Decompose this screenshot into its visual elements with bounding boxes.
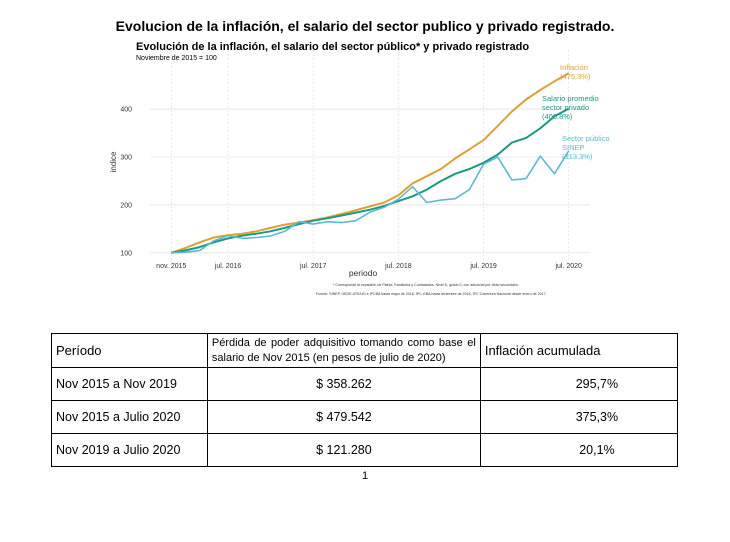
series-line-1 [170, 72, 570, 254]
x-axis-label: periodo [349, 268, 378, 278]
cell-inflacion: 295,7% [479, 367, 679, 401]
header-inflacion: Inflación acumulada [479, 333, 679, 368]
y-tick-label: 200 [120, 202, 132, 209]
y-tick-label: 400 [120, 107, 132, 114]
y-tick-label: 100 [120, 250, 132, 257]
figure-footnote: * Corresponde al escalafón de Planta Tra… [333, 283, 519, 287]
x-tick-label: nov. 2015 [156, 263, 186, 270]
y-axis-label: indice [109, 151, 118, 172]
series-line-2 [171, 107, 570, 254]
line-chart: 100 200 300 400 nov. 2015 jul. 2016 jul. 2017 j… [109, 50, 610, 296]
cell-periodo: Nov 2015 a Nov 2019 [51, 367, 208, 401]
series-label: Salario promedio [542, 94, 599, 103]
series-label: Sector público [562, 134, 610, 143]
cell-perdida: $ 479.542 [206, 400, 481, 434]
y-tick-label: 300 [120, 155, 132, 162]
table-row: Nov 2015 a Julio 2020 $ 479.542 375,3% [51, 400, 679, 434]
series-label: (475.3%) [560, 72, 591, 81]
x-tick-label: jul. 2016 [214, 263, 242, 270]
cell-inflacion: 375,3% [479, 400, 679, 434]
cell-periodo: Nov 2015 a Julio 2020 [51, 400, 208, 434]
purchasing-power-table: Período Pérdida de poder adquisitivo tom… [51, 333, 679, 467]
series-label: SINEP [562, 143, 585, 152]
table-row: Nov 2015 a Nov 2019 $ 358.262 295,7% [51, 367, 679, 401]
series-label: (313.3%) [562, 152, 593, 161]
x-tick-label: jul. 2019 [469, 263, 497, 270]
series-label: (400.8%) [542, 112, 573, 121]
cell-periodo: Nov 2019 a Julio 2020 [51, 433, 208, 467]
series-label: sector privado [542, 103, 589, 112]
x-tick-label: jul. 2018 [384, 263, 412, 270]
series-line-3 [171, 150, 570, 254]
table-header-row: Período Pérdida de poder adquisitivo tom… [51, 333, 679, 368]
figure-subtitle: Noviembre de 2015 = 100 [136, 55, 217, 62]
x-tick-label: jul. 2017 [299, 263, 327, 270]
page-number: 1 [361, 470, 369, 482]
x-tick-label: jul. 2020 [554, 263, 582, 270]
figure-title: Evolución de la inflación, el salario de… [136, 41, 530, 53]
cell-perdida: $ 358.262 [206, 367, 481, 401]
cell-perdida: $ 121.280 [206, 433, 481, 467]
document-title: Evolucion de la inflación, el salario de… [115, 18, 615, 34]
header-periodo: Período [51, 333, 208, 368]
figure-source: Fuente: SINEP, DEDE-ATE/UD e IPCBA hasta… [316, 292, 547, 296]
table-row: Nov 2019 a Julio 2020 $ 121.280 20,1% [51, 433, 679, 467]
cell-inflacion: 20,1% [479, 433, 679, 467]
header-perdida: Pérdida de poder adquisitivo tomando com… [206, 333, 481, 368]
series-label: Inflación [560, 63, 588, 72]
